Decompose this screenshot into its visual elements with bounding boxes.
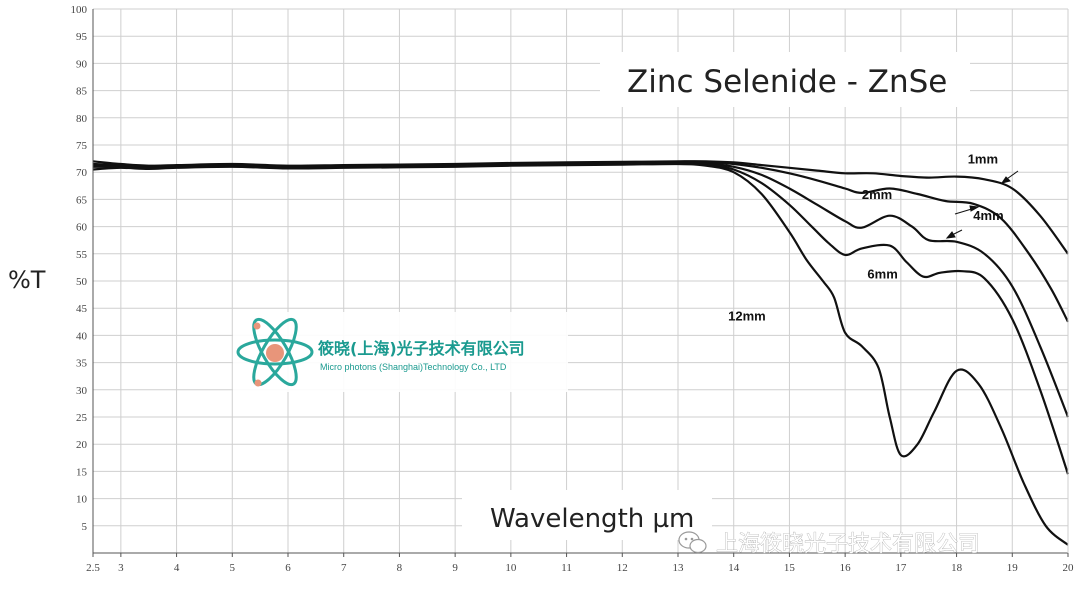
x-tick-label: 14	[728, 562, 740, 574]
series-labels: 1mm 2mm 4mm 6mm 12mm	[728, 151, 1004, 323]
x-tick-label: 12	[617, 562, 628, 574]
y-tick-label: 50	[76, 276, 88, 288]
series-label-4mm: 4mm	[973, 208, 1003, 223]
x-tick-label: 9	[452, 562, 458, 574]
series-label-6mm: 6mm	[867, 266, 897, 281]
x-axis-label: Wavelength µm	[490, 504, 694, 534]
tick-labels: 2.5 3 4 5 6 7 8 9 10 11 12 13 14 15 16 17 18 19 2051015202…	[71, 4, 1075, 574]
x-tick-label: 17	[895, 562, 907, 574]
x-tick-label: 16	[840, 562, 852, 574]
chart-title: Zinc Selenide - ZnSe	[627, 64, 947, 100]
y-tick-label: 75	[76, 140, 88, 152]
y-axis-label: %T	[8, 266, 46, 294]
y-tick-label: 40	[76, 330, 88, 342]
x-tick-label: 3	[118, 562, 124, 574]
x-tick-label: 15	[784, 562, 796, 574]
x-tick-label: 5	[230, 562, 236, 574]
x-tick-label: 2.5	[86, 562, 100, 574]
arrow-2mm-head	[969, 205, 980, 212]
title-box	[600, 52, 970, 107]
x-tick-label: 19	[1007, 562, 1019, 574]
watermark: 上海筱晓光子技术有限公司	[678, 531, 980, 557]
y-tick-label: 35	[76, 358, 88, 370]
logo-name-en: Micro photons (Shanghai)Technology Co., …	[320, 362, 507, 372]
x-tick-label: 20	[1063, 562, 1075, 574]
label-arrows	[945, 170, 1019, 239]
y-tick-label: 100	[71, 4, 88, 16]
x-tick-label: 7	[341, 562, 347, 574]
y-tick-label: 85	[76, 86, 88, 98]
y-tick-label: 95	[76, 31, 88, 43]
x-tick-label: 4	[174, 562, 180, 574]
x-tick-label: 6	[285, 562, 291, 574]
series-label-2mm: 2mm	[862, 187, 892, 202]
y-tick-label: 45	[76, 303, 88, 315]
y-tick-label: 80	[76, 113, 88, 125]
y-tick-label: 90	[76, 58, 88, 70]
axes	[92, 9, 1069, 557]
y-tick-label: 5	[82, 521, 88, 533]
series-line-6mm	[92, 161, 1070, 475]
y-tick-label: 30	[76, 385, 88, 397]
y-tick-label: 10	[76, 494, 88, 506]
x-label-box	[462, 490, 712, 540]
y-tick-label: 60	[76, 222, 88, 234]
atom-icon	[236, 317, 314, 387]
series-label-12mm: 12mm	[728, 309, 766, 324]
x-tick-label: 8	[397, 562, 403, 574]
arrow-1mm-head	[1000, 176, 1011, 184]
series-label-1mm: 1mm	[968, 151, 998, 166]
y-tick-label: 25	[76, 412, 88, 424]
y-tick-label: 65	[76, 194, 88, 206]
series-lines	[92, 160, 1070, 546]
logo-name-cn: 筱晓(上海)光子技术有限公司	[317, 339, 525, 358]
y-tick-label: 70	[76, 167, 88, 179]
series-line-2mm	[92, 160, 1069, 323]
x-tick-label: 18	[951, 562, 963, 574]
wechat-icon	[678, 531, 707, 554]
y-tick-label: 55	[76, 249, 88, 261]
series-line-12mm	[92, 162, 1069, 546]
x-tick-label: 11	[561, 562, 572, 574]
series-line-1mm	[92, 160, 1069, 255]
x-tick-label: 13	[673, 562, 685, 574]
arrow-4mm-head	[945, 231, 956, 239]
watermark-text: 上海筱晓光子技术有限公司	[716, 532, 980, 557]
x-tick-label: 10	[505, 562, 517, 574]
y-tick-label: 20	[76, 439, 88, 451]
y-tick-label: 15	[76, 466, 88, 478]
company-logo: 筱晓(上海)光子技术有限公司 Micro photons (Shanghai)T…	[233, 312, 568, 392]
